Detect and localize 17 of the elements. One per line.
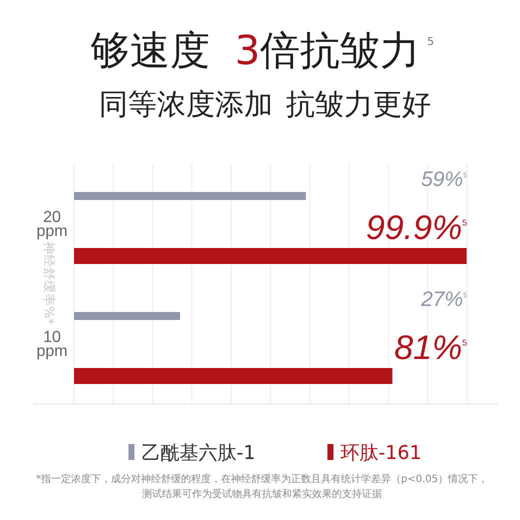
legend-label: 乙酰基六肽-1 <box>141 442 256 464</box>
data-label: 27%$^{5}$ <box>420 288 468 311</box>
chart-title: 够速度 3倍抗皱力$^{5}$ <box>90 28 434 74</box>
y-axis-title: 神经舒缓率%* <box>42 241 58 325</box>
text: *指一定浓度下，成分对神经舒缓的程度，在神经舒缓率为正数且具有统计学差异（p<0.05）情况下， <box>36 473 488 485</box>
bar <box>74 248 467 264</box>
data-label: 81%$^{5}$ <box>394 329 468 367</box>
bar <box>74 312 180 320</box>
text: 测试结果可作为受试物具有抗皱和紧实效果的支持证据 <box>142 488 382 500</box>
y-tick-label: 20 ppm <box>36 208 68 240</box>
y-tick-label: 10 ppm <box>36 328 68 360</box>
bar <box>74 368 392 384</box>
chart-subtitle: 同等浓度添加 抗皱力更好 <box>98 87 432 121</box>
data-label: 59%$^{5}$ <box>421 168 468 191</box>
data-label: 99.9%$^{5}$ <box>366 209 468 247</box>
legend-label: 环肽-161 <box>340 442 422 464</box>
bar <box>74 192 306 200</box>
